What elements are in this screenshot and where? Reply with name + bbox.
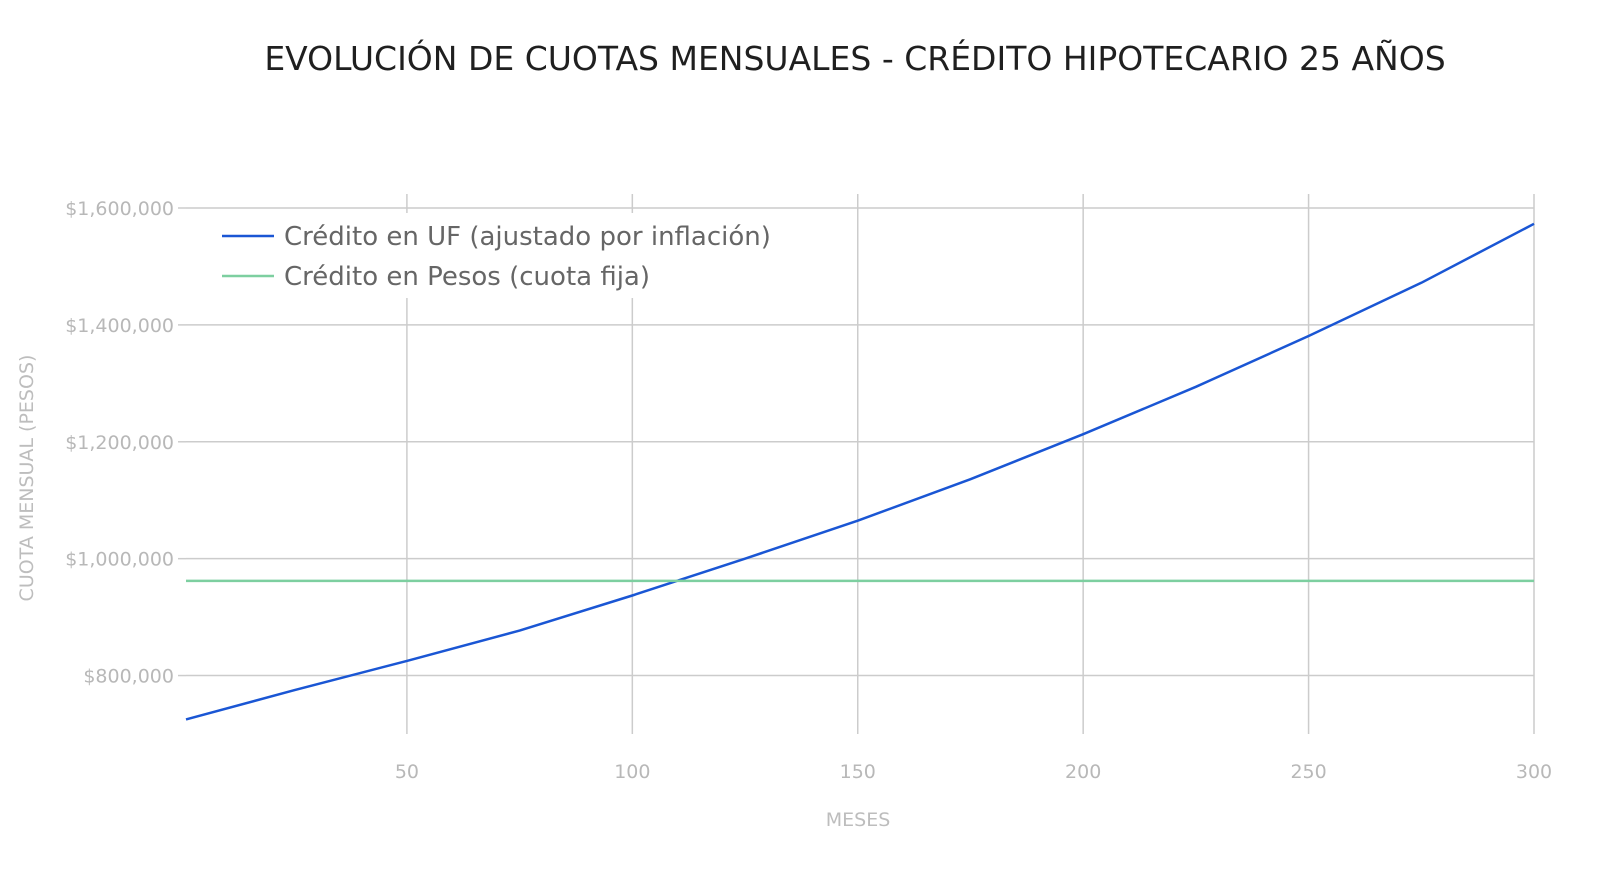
chart-title: EVOLUCIÓN DE CUOTAS MENSUALES - CRÉDITO … <box>264 38 1445 78</box>
y-axis-title: CUOTA MENSUAL (PESOS) <box>16 355 38 602</box>
series-line-uf <box>185 222 1535 721</box>
legend: Crédito en UF (ajustado por inflación) C… <box>210 213 790 298</box>
x-tick-label: 300 <box>1516 761 1552 783</box>
x-tick-label: 50 <box>395 761 419 783</box>
x-axis-title: MESES <box>826 809 891 831</box>
y-tick-label: $1,000,000 <box>65 549 174 571</box>
y-tick-label: $800,000 <box>83 666 174 688</box>
series-lines <box>185 222 1535 721</box>
x-tick-labels: 50 100 150 200 250 300 <box>395 761 1552 783</box>
legend-label-pesos: Crédito en Pesos (cuota fija) <box>284 262 650 292</box>
x-tick-label: 150 <box>840 761 876 783</box>
x-tick-label: 100 <box>614 761 650 783</box>
y-tick-label: $1,600,000 <box>65 198 174 220</box>
y-tick-label: $1,200,000 <box>65 432 174 454</box>
legend-label-uf: Crédito en UF (ajustado por inflación) <box>284 222 771 252</box>
x-tick-label: 200 <box>1065 761 1101 783</box>
y-tick-label: $1,400,000 <box>65 315 174 337</box>
x-tick-label: 250 <box>1290 761 1326 783</box>
y-tick-labels: $800,000 $1,000,000 $1,200,000 $1,400,000 $1… <box>65 198 174 688</box>
legend-background <box>210 213 790 298</box>
